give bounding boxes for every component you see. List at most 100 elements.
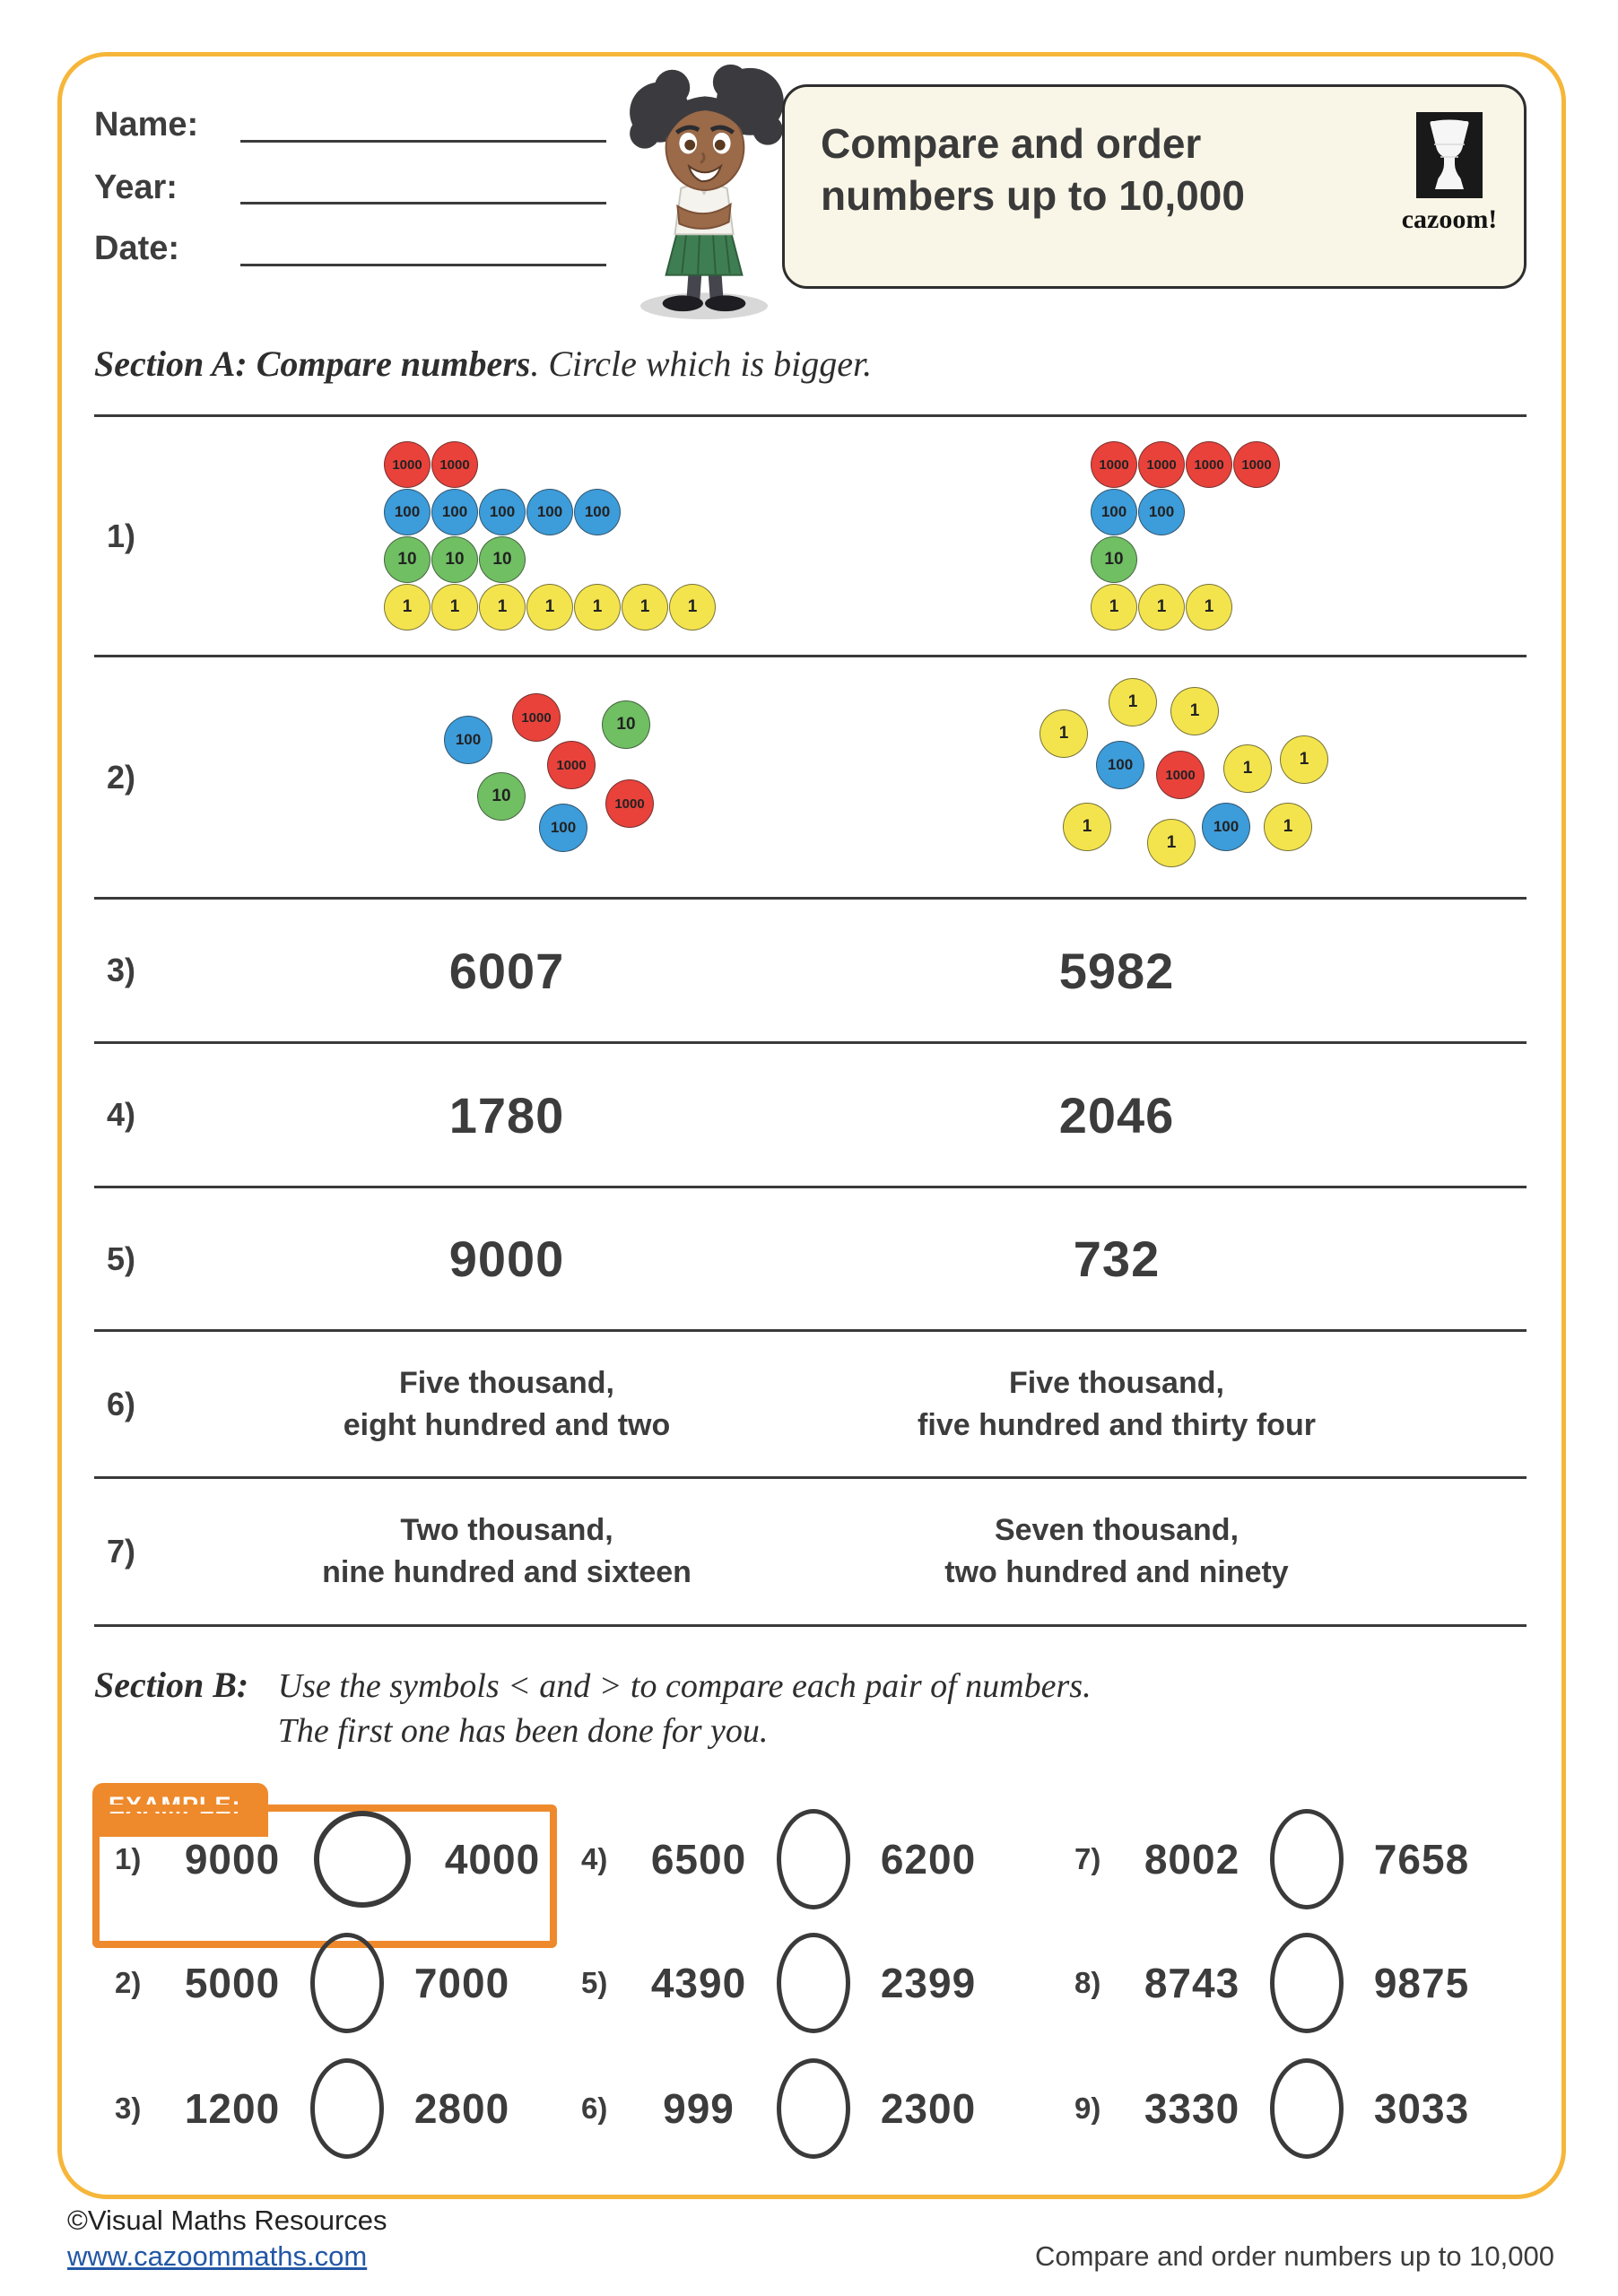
compare-pair-8: 8) 8743 9875 [1074, 1933, 1492, 2033]
counter-100: 100 [444, 716, 492, 764]
compare-row-4: 4) 1780 2046 [94, 1044, 1527, 1188]
answer-circle[interactable] [310, 2058, 384, 2159]
item-number: 7) [1074, 1842, 1101, 1875]
counter-1000: 1000 [547, 741, 596, 789]
row-number: 6) [107, 1385, 136, 1422]
place-value-counters-row1-right[interactable]: 1000 1000 1000 1000 100 100 10 1 1 1 [1083, 435, 1299, 641]
logo-caption: cazoom! [1401, 204, 1498, 234]
row7-right-option[interactable]: Seven thousand, two hundred and ninety [812, 1509, 1422, 1594]
name-field-line[interactable] [240, 140, 606, 143]
place-value-counters-row1-left[interactable]: 1000 1000 100 100 100 100 100 10 10 10 1 1 1 1 1 1 1 [377, 435, 726, 641]
counter-10: 10 [479, 536, 526, 583]
row-number: 5) [107, 1239, 136, 1277]
right-value: 2800 [413, 2085, 510, 2132]
number-words: eight hundred and two [343, 1407, 671, 1442]
row-number: 4) [107, 1096, 136, 1133]
compare-row-3: 3) 6007 5982 [94, 900, 1527, 1044]
row3-left-option[interactable]: 6007 [448, 942, 565, 999]
date-label: Date: [94, 230, 180, 267]
right-value: 2300 [880, 2085, 977, 2132]
row4-left-option[interactable]: 1780 [448, 1086, 565, 1144]
row-number: 1) [107, 517, 136, 554]
footer-worksheet-title: Compare and order numbers up to 10,000 [1034, 2240, 1554, 2272]
instruction-line-2: The first one has been done for you. [277, 1712, 769, 1750]
place-value-counters-row2-left[interactable]: 100 1000 10 1000 10 100 1000 [431, 686, 682, 879]
compare-row-7: 7) Two thousand, nine hundred and sixtee… [94, 1479, 1527, 1627]
row6-right-option[interactable]: Five thousand, five hundred and thirty f… [812, 1362, 1422, 1447]
compare-row-2: 2) [94, 657, 1527, 900]
date-field-line[interactable] [240, 264, 606, 266]
schoolgirl-illustration [615, 56, 793, 321]
answer-circle[interactable] [310, 1933, 384, 2033]
row-number: 3) [107, 952, 136, 988]
right-value: 6200 [880, 1836, 977, 1883]
counter-1: 1 [574, 584, 621, 631]
section-b-heading: Section B: Use the symbols < and > to co… [94, 1664, 1092, 1753]
row3-right-option[interactable]: 5982 [1058, 942, 1175, 999]
compare-pair-2: 2) 5000 7000 [115, 1933, 533, 2033]
place-value-counters-row2-right[interactable]: 1 1 1 100 1000 1 1 1 1 100 1 [1033, 671, 1338, 873]
row6-left-option[interactable]: Five thousand, eight hundred and two [202, 1362, 812, 1447]
row4-right-option[interactable]: 2046 [1058, 1086, 1175, 1144]
counter-1: 1 [622, 584, 668, 631]
counter-100: 100 [1138, 489, 1185, 535]
counter-1: 1 [1223, 744, 1272, 793]
item-number: 3) [115, 2092, 142, 2125]
worksheet-title-box: Compare and order numbers up to 10,000 c… [782, 84, 1527, 289]
answer-circle[interactable] [1270, 1809, 1344, 1909]
section-a-heading-rest: . Circle which is bigger. [530, 344, 873, 384]
counter-100: 100 [526, 489, 573, 535]
compare-pair-3: 3) 1200 2800 [115, 2058, 533, 2159]
row5-right-option[interactable]: 732 [1073, 1231, 1161, 1287]
item-number: 6) [581, 2092, 608, 2125]
counter-1: 1 [1091, 584, 1137, 631]
compare-row-6: 6) Five thousand, eight hundred and two … [94, 1332, 1527, 1479]
compare-pair-9: 9) 3330 3033 [1074, 2058, 1492, 2159]
counter-1: 1 [1170, 687, 1219, 735]
counter-1: 1 [431, 584, 478, 631]
answer-circle[interactable] [777, 1933, 850, 2033]
number-words: nine hundred and sixteen [322, 1555, 692, 1589]
row7-left-option[interactable]: Two thousand, nine hundred and sixteen [202, 1509, 812, 1594]
counter-1: 1 [1040, 709, 1088, 758]
answer-circle[interactable] [314, 1811, 411, 1908]
answer-circle[interactable] [1270, 1933, 1344, 2033]
counter-1: 1 [1063, 803, 1111, 851]
counter-1: 1 [1147, 819, 1196, 867]
counter-1: 1 [526, 584, 573, 631]
compare-pair-1: 1) 9000 4000 [115, 1809, 563, 1909]
right-value: 7000 [413, 1960, 510, 2006]
counter-1: 1 [1186, 584, 1232, 631]
row5-left-option[interactable]: 9000 [448, 1231, 565, 1287]
number-words: Five thousand, [399, 1365, 614, 1400]
cazoommaths-link[interactable]: www.cazoommaths.com [67, 2240, 368, 2272]
counter-1000: 1000 [1138, 441, 1185, 488]
right-value: 9875 [1373, 1960, 1470, 2006]
row-number: 2) [107, 758, 136, 796]
answer-circle[interactable] [1270, 2058, 1344, 2159]
counter-10: 10 [1091, 536, 1137, 583]
section-b-instructions: Use the symbols < and > to compare each … [278, 1664, 1092, 1753]
year-field-line[interactable] [240, 202, 606, 204]
title-line-1: Compare and order [821, 120, 1202, 167]
left-value: 4390 [650, 1960, 747, 2006]
counter-100: 100 [1091, 489, 1137, 535]
number-words: Two thousand, [400, 1513, 613, 1547]
item-number: 5) [581, 1966, 608, 1999]
counter-100: 100 [479, 489, 526, 535]
answer-circle[interactable] [777, 2058, 850, 2159]
number-words: five hundred and thirty four [918, 1407, 1316, 1442]
section-b-heading-bold: Section B: [94, 1665, 249, 1705]
year-label: Year: [94, 169, 178, 206]
counter-1: 1 [1138, 584, 1185, 631]
item-number: 4) [581, 1842, 608, 1875]
counter-1000: 1000 [1233, 441, 1280, 488]
answer-circle[interactable] [777, 1809, 850, 1909]
number-words: Seven thousand, [994, 1513, 1240, 1547]
compare-row-1: 1) [94, 417, 1527, 657]
counter-1: 1 [1109, 678, 1157, 726]
worksheet-title: Compare and order numbers up to 10,000 [821, 117, 1245, 222]
left-value: 9000 [184, 1836, 281, 1883]
counter-1000: 1000 [384, 441, 431, 488]
counter-10: 10 [477, 772, 526, 821]
